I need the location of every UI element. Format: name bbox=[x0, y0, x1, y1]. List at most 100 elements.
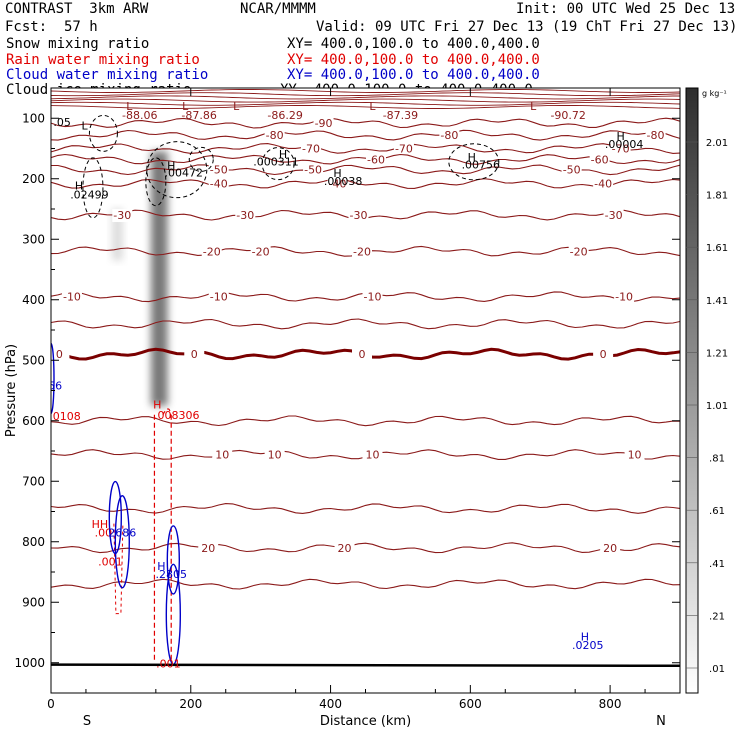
top-isotherm-label: -87.39 bbox=[383, 109, 418, 122]
x-tick-label: 200 bbox=[179, 697, 202, 711]
end-label-left: S bbox=[83, 714, 91, 729]
tropopause-line-2 bbox=[51, 95, 680, 100]
isotherm-label: -30 bbox=[350, 209, 368, 222]
isotherm-label-bg bbox=[352, 348, 373, 362]
fcst-value: 57 h bbox=[64, 19, 98, 35]
isotherm-label-bg bbox=[184, 348, 205, 362]
top-isotherm-label: -88.06 bbox=[122, 109, 157, 122]
top-isotherm-label: L bbox=[530, 100, 537, 113]
cloud-contour-2 bbox=[166, 525, 181, 595]
isotherm-label-bg bbox=[61, 290, 82, 304]
valid-time: Valid: 09 UTC Fri 27 Dec 13 (19 ChT Fri … bbox=[316, 19, 738, 35]
isotherm-label: -30 bbox=[113, 209, 131, 222]
isotherm-label-bg bbox=[112, 209, 133, 223]
ice-contour-2 bbox=[146, 141, 208, 199]
isotherm-label-bg bbox=[600, 541, 621, 555]
extremum-label: .000311 bbox=[253, 155, 299, 168]
isotherm-label: -10 bbox=[63, 291, 81, 304]
extremum-label: H bbox=[333, 167, 341, 180]
isotherm-line-9 bbox=[51, 318, 680, 330]
plot-area bbox=[51, 88, 680, 693]
legend-cloud-name: Cloud water mixing ratio bbox=[6, 67, 209, 83]
extremum-label: H bbox=[167, 160, 175, 173]
isotherm-label-bg bbox=[51, 348, 70, 362]
isotherm-line-1 bbox=[51, 129, 680, 141]
cloud-contour-1 bbox=[114, 495, 130, 589]
legend-snow-name: Snow mixing ratio bbox=[6, 36, 150, 52]
ice-contour-1 bbox=[82, 157, 104, 219]
y-tick-label: 600 bbox=[22, 414, 45, 428]
colorbar-tick-label: .81 bbox=[709, 454, 725, 465]
rain-contour-left bbox=[113, 523, 124, 615]
isotherm-line-14 bbox=[51, 542, 680, 554]
isotherm-label: 10 bbox=[268, 449, 282, 462]
isotherm-label-bg bbox=[393, 142, 414, 156]
y-tick-label: 500 bbox=[22, 353, 45, 367]
colorbar-tick-label: 1.41 bbox=[706, 296, 728, 307]
isotherm-line-0 bbox=[51, 117, 680, 129]
extremum-label: .008306 bbox=[154, 409, 200, 422]
colorbar-tick-label: .21 bbox=[709, 611, 725, 622]
extremum-label: .02499 bbox=[70, 189, 109, 202]
isotherm-label-bg bbox=[208, 290, 229, 304]
snow-shade-1 bbox=[112, 209, 123, 261]
fcst-label: Fcst: bbox=[5, 19, 48, 35]
isotherm-line-5 bbox=[51, 178, 680, 189]
legend-rain-xy: XY= 400.0,100.0 to 400.0,400.0 bbox=[287, 52, 540, 68]
isotherm-label: -80 bbox=[647, 129, 665, 142]
isotherm-label-bg bbox=[250, 245, 271, 259]
extremum-label: .001 bbox=[156, 658, 181, 671]
y-tick-label: 900 bbox=[22, 595, 45, 609]
colorbar-unit: g kg⁻¹ bbox=[702, 89, 727, 98]
isotherm-label: -30 bbox=[236, 209, 254, 222]
tropopause-line-4 bbox=[51, 101, 680, 106]
isotherm-label-bg bbox=[362, 290, 383, 304]
isotherm-label-bg bbox=[352, 245, 373, 259]
isotherm-label-bg bbox=[439, 129, 460, 143]
isotherm-label: -70 bbox=[302, 143, 320, 156]
colorbar bbox=[685, 87, 699, 694]
isotherm-label: 20 bbox=[603, 542, 617, 555]
top-isotherm-label: -87.86 bbox=[181, 109, 216, 122]
isotherm-label-bg bbox=[327, 177, 348, 191]
isotherm-label: -40 bbox=[329, 178, 347, 191]
isotherm-label: -30 bbox=[605, 209, 623, 222]
isotherm-label: -40 bbox=[210, 178, 228, 191]
extremum-label: H bbox=[616, 130, 624, 143]
isotherm-label-bg bbox=[645, 129, 666, 143]
y-tick-label: 400 bbox=[22, 293, 45, 307]
x-tick-label: 800 bbox=[599, 697, 622, 711]
org-label: NCAR/MMMM bbox=[240, 1, 316, 17]
y-axis-label: Pressure (hPa) bbox=[4, 344, 19, 437]
extremum-label: H bbox=[581, 630, 589, 643]
x-axis-label: Distance (km) bbox=[320, 714, 411, 729]
isotherm-line-15 bbox=[51, 578, 680, 590]
x-tick-label: 0 bbox=[47, 697, 55, 711]
extremum-label: .00038 bbox=[324, 175, 363, 188]
extremum-label: H bbox=[75, 180, 83, 193]
isotherm-label: 0 bbox=[191, 348, 198, 361]
isotherm-label-bg bbox=[264, 129, 285, 143]
ice-contour-3 bbox=[188, 146, 214, 172]
isotherm-label-bg bbox=[334, 541, 355, 555]
isotherm-label: -20 bbox=[353, 245, 371, 258]
y-tick-label: 200 bbox=[22, 172, 45, 186]
isotherm-label: -80 bbox=[266, 129, 284, 142]
colorbar-tick-label: .01 bbox=[709, 664, 725, 675]
extremum-label: 2686 bbox=[108, 526, 136, 539]
isotherm-label: 0 bbox=[359, 348, 366, 361]
top-isotherm-label: L bbox=[369, 100, 376, 113]
isotherm-line-3 bbox=[51, 153, 680, 165]
isotherm-label-bg bbox=[235, 209, 256, 223]
legend-rain-name: Rain water mixing ratio bbox=[6, 52, 200, 68]
tropopause-line-3 bbox=[51, 98, 680, 103]
extremum-label: 56 bbox=[48, 379, 62, 392]
isotherm-label-bg bbox=[603, 209, 624, 223]
plot-layer: -90-80 -80 -80-70 -70 -70-60 -60-50 -50 -50-40-… bbox=[48, 89, 680, 671]
isotherm-label-bg bbox=[198, 541, 219, 555]
x-tick-label: 600 bbox=[459, 697, 482, 711]
colorbar-tick-label: 1.61 bbox=[706, 243, 728, 254]
tropopause-line-5 bbox=[51, 105, 680, 109]
colorbar-tick-label: 1.81 bbox=[706, 191, 728, 202]
